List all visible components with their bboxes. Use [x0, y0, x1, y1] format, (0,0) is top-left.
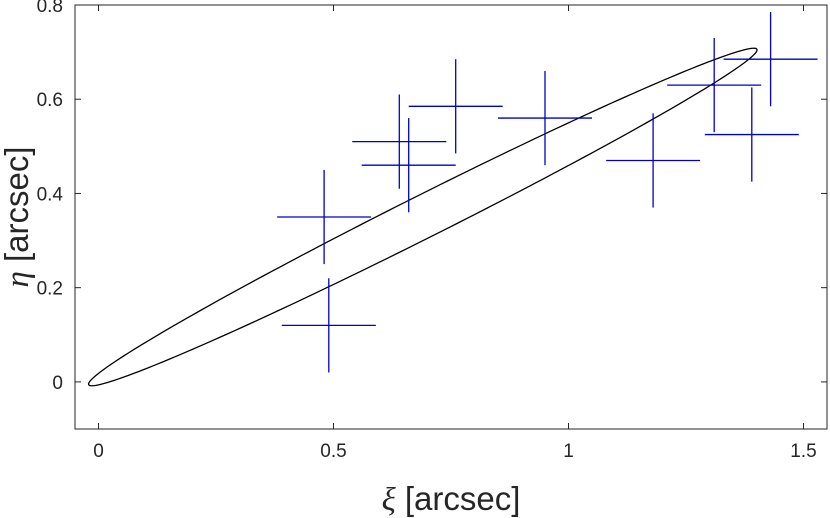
plot-area [75, 5, 827, 429]
x-tick-label: 1.5 [790, 441, 816, 462]
data-point-6 [498, 70, 592, 166]
data-point-5 [408, 59, 503, 154]
data-point-2 [281, 278, 376, 373]
data-point-9 [704, 87, 799, 182]
y-axis-label: η [arcsec] [0, 146, 36, 287]
x-tick-label: 1 [563, 441, 574, 462]
data-point-1 [277, 169, 372, 265]
y-tick-label: 0.8 [37, 0, 63, 17]
data-point-3 [352, 94, 447, 189]
x-tick-label: 0 [93, 441, 104, 462]
y-axis-label-text: [arcsec] [0, 146, 35, 271]
x-axis-label-text: [arcsec] [396, 480, 521, 517]
y-axis-label-symbol: η [0, 271, 36, 287]
data-point-10 [723, 12, 818, 107]
x-axis-ticks: 0 0.5 1 1.5 [93, 5, 817, 462]
data-point-8 [667, 37, 762, 133]
confidence-ellipse [87, 47, 758, 387]
y-tick-label: 0 [52, 373, 63, 394]
data-point-4 [361, 118, 456, 213]
axes-frame [74, 4, 828, 430]
y-tick-label: 0.2 [37, 279, 63, 300]
data-point-7 [606, 113, 701, 208]
x-axis-label-symbol: ξ [382, 482, 397, 518]
x-tick-label: 0.5 [320, 441, 346, 462]
y-axis-ticks: 0 0.2 0.4 0.6 0.8 [37, 0, 827, 394]
y-tick-label: 0.6 [37, 90, 63, 111]
x-axis-label: ξ [arcsec] [382, 480, 521, 518]
y-tick-label: 0.4 [37, 184, 64, 205]
data-marks [87, 12, 818, 387]
